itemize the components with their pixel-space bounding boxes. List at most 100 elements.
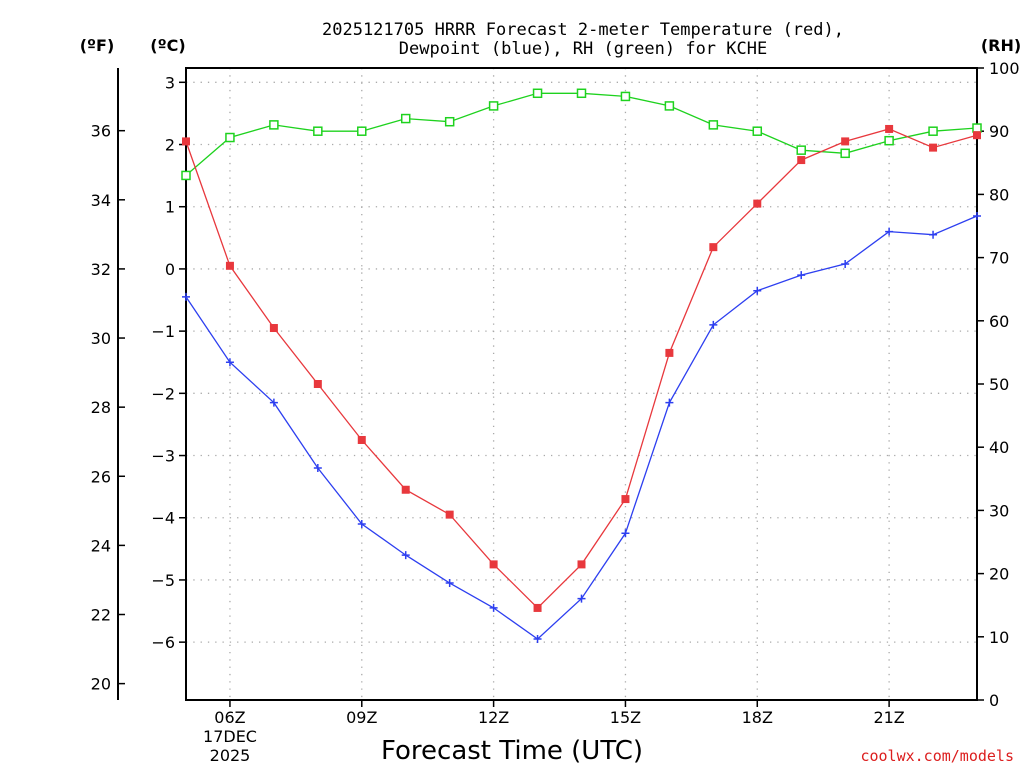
dewpoint-point: [182, 292, 190, 301]
temperature-point: [841, 137, 850, 146]
rh-point: [884, 135, 894, 146]
rh-tick-label: 20: [989, 565, 1009, 584]
dewpoint-point: [929, 230, 938, 239]
rh-series: [181, 88, 982, 181]
rh-point: [357, 126, 367, 136]
tick-labels: 06Z 09Z 12Z 15Z 18Z 21Z3210−1−2−3−4−5−6363432…: [91, 59, 1020, 727]
temperature-point: [445, 510, 454, 519]
rh-unit-label: (RH): [981, 36, 1021, 55]
plot-frame: [185, 67, 978, 701]
temperature-point: [225, 261, 234, 270]
celsius-tick-label: 3: [165, 73, 175, 92]
celsius-tick-label: 0: [165, 260, 175, 279]
temperature-point: [577, 560, 586, 569]
dewpoint-point: [489, 603, 498, 612]
dewpoint-point: [533, 635, 542, 644]
celsius-tick-label: −2: [151, 384, 175, 403]
dewpoint-point: [357, 519, 366, 528]
temperature-point: [929, 143, 938, 152]
dewpoint-point: [225, 358, 234, 367]
x-tick-label: 21Z: [873, 708, 904, 727]
rh-point: [576, 88, 587, 99]
dewpoint-point: [797, 271, 806, 280]
rh-tick-label: 70: [989, 249, 1009, 268]
temperature-point: [313, 380, 322, 388]
temperature-point: [401, 485, 410, 494]
rh-tick-label: 10: [989, 628, 1009, 647]
rh-point: [532, 88, 543, 99]
rh-tick-label: 0: [989, 691, 999, 710]
grid-lines: [186, 68, 977, 700]
celsius-tick-label: −5: [151, 571, 175, 590]
temperature-point: [533, 603, 542, 612]
temperature-point: [182, 137, 190, 146]
rh-point: [796, 145, 806, 155]
rh-point: [269, 120, 279, 130]
rh-point: [313, 126, 323, 136]
fahrenheit-tick-label: 30: [91, 329, 111, 348]
fahrenheit-tick-label: 28: [91, 398, 111, 417]
temperature-point: [269, 324, 278, 333]
dewpoint-point: [445, 579, 454, 588]
dewpoint-point: [841, 259, 850, 268]
temperature-point: [885, 124, 894, 133]
dewpoint-point: [973, 212, 981, 221]
temperature-point: [973, 131, 981, 140]
date-label-line2: 2025: [210, 746, 251, 765]
x-tick-label: 06Z: [214, 708, 245, 727]
temperature-point: [709, 243, 718, 252]
celsius-tick-label: −1: [151, 322, 175, 341]
temperature-point: [489, 560, 498, 569]
temperature-point: [621, 495, 630, 504]
fahrenheit-tick-label: 26: [91, 467, 111, 486]
dewpoint-point: [753, 286, 762, 295]
dewpoint-point: [577, 594, 586, 603]
chart-title-line2: Dewpoint (blue), RH (green) for KCHE: [399, 39, 767, 59]
temperature-point: [753, 199, 762, 208]
temperature-point: [797, 156, 806, 165]
rh-point: [444, 116, 455, 127]
x-axis-title: Forecast Time (UTC): [381, 736, 643, 766]
temperature-point: [357, 435, 366, 444]
credit-link[interactable]: coolwx.com/models: [860, 747, 1014, 765]
rh-point: [488, 101, 499, 111]
rh-tick-label: 60: [989, 312, 1009, 331]
temperature-point: [665, 348, 674, 357]
rh-tick-label: 100: [989, 59, 1020, 78]
rh-point: [181, 170, 191, 181]
dewpoint-point: [665, 398, 674, 407]
celsius-tick-label: −6: [151, 633, 175, 652]
rh-point: [708, 120, 719, 130]
temperature-series: [182, 124, 981, 612]
rh-point: [752, 126, 763, 136]
rh-tick-label: 90: [989, 122, 1009, 141]
fahrenheit-tick-label: 34: [91, 191, 111, 210]
x-tick-label: 15Z: [610, 708, 641, 727]
rh-point: [664, 101, 675, 111]
dewpoint-point: [885, 227, 894, 236]
celsius-tick-label: −4: [151, 509, 175, 528]
dewpoint-point: [313, 463, 322, 472]
dewpoint-series: [182, 212, 981, 644]
fahrenheit-tick-label: 36: [91, 122, 111, 141]
celsius-tick-label: 2: [165, 136, 175, 155]
dewpoint-point: [709, 320, 718, 329]
rh-point: [972, 123, 982, 133]
x-tick-label: 09Z: [346, 708, 377, 727]
axes: [117, 67, 984, 707]
celsius-tick-label: 1: [165, 198, 175, 217]
chart-title-line1: 2025121705 HRRR Forecast 2-meter Tempera…: [322, 20, 844, 40]
dewpoint-point: [269, 398, 278, 407]
rh-point: [840, 148, 850, 159]
rh-point: [225, 132, 235, 143]
dewpoint-point: [401, 551, 410, 560]
x-tick-label: 12Z: [478, 708, 509, 727]
celsius-tick-label: −3: [151, 447, 175, 466]
fahrenheit-tick-label: 20: [91, 675, 111, 694]
rh-tick-label: 40: [989, 438, 1009, 457]
dewpoint-line: [185, 215, 978, 640]
rh-line: [185, 92, 978, 176]
celsius-unit-label: (ºC): [150, 36, 185, 55]
date-label-line1: 17DEC: [203, 727, 257, 746]
